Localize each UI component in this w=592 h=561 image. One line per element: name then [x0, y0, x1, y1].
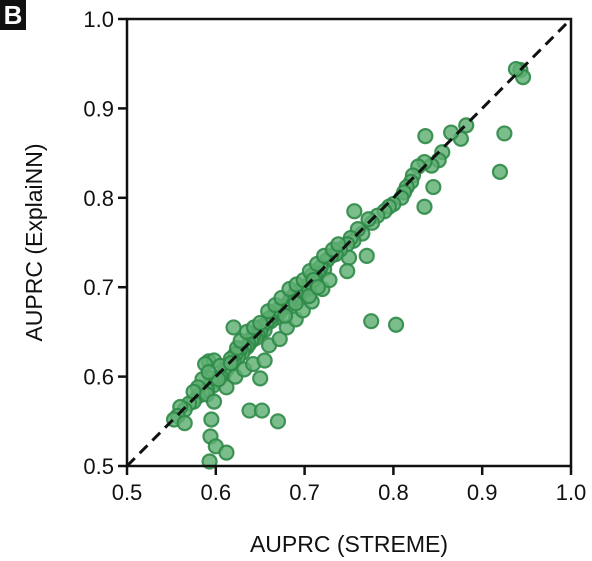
data-point	[253, 402, 271, 419]
x-tick-label: 1.0	[556, 480, 587, 505]
data-point	[363, 313, 380, 330]
x-axis-ticks: 0.5 0.6 0.7 0.8 0.9 1.0	[112, 466, 587, 505]
data-point	[360, 211, 377, 228]
data-point	[203, 411, 220, 428]
diagonal-reference-line	[125, 17, 573, 468]
data-point	[387, 316, 405, 333]
y-axis-ticks: 0.5 0.6 0.7 0.8 0.9 1.0	[83, 7, 127, 479]
y-tick-label: 1.0	[83, 7, 114, 32]
y-tick-label: 0.8	[83, 186, 114, 211]
x-tick-label: 0.8	[378, 480, 409, 505]
panel-label: B	[0, 0, 26, 30]
y-axis-title: AUPRC (ExplaiNN)	[21, 143, 47, 341]
data-point	[346, 203, 363, 220]
data-point	[321, 271, 338, 289]
points-layer	[165, 60, 532, 470]
data-point	[205, 393, 223, 410]
data-point	[309, 279, 327, 296]
x-tick-label: 0.7	[289, 480, 320, 505]
data-point	[256, 352, 273, 369]
y-tick-label: 0.7	[83, 275, 114, 300]
data-point	[417, 128, 434, 145]
data-point	[185, 383, 202, 400]
data-point	[358, 247, 375, 265]
data-point	[225, 319, 242, 336]
data-point	[491, 163, 509, 180]
data-point	[252, 370, 269, 387]
data-point	[425, 178, 442, 196]
data-point	[176, 414, 193, 432]
data-point	[287, 295, 304, 312]
x-tick-label: 0.6	[201, 480, 232, 505]
x-tick-label: 0.9	[467, 480, 498, 505]
data-point	[200, 364, 217, 381]
data-point	[269, 413, 287, 430]
x-tick-label: 0.5	[112, 480, 143, 505]
data-point	[416, 198, 433, 215]
y-tick-label: 0.9	[83, 96, 114, 121]
y-tick-label: 0.5	[83, 454, 114, 479]
data-point	[496, 125, 513, 142]
x-axis-title: AUPRC (STREME)	[250, 531, 448, 557]
y-tick-label: 0.6	[83, 365, 114, 390]
data-point	[218, 444, 235, 461]
data-point	[339, 263, 356, 280]
data-point	[443, 124, 460, 141]
data-point	[271, 330, 288, 348]
plot-frame	[125, 17, 573, 468]
